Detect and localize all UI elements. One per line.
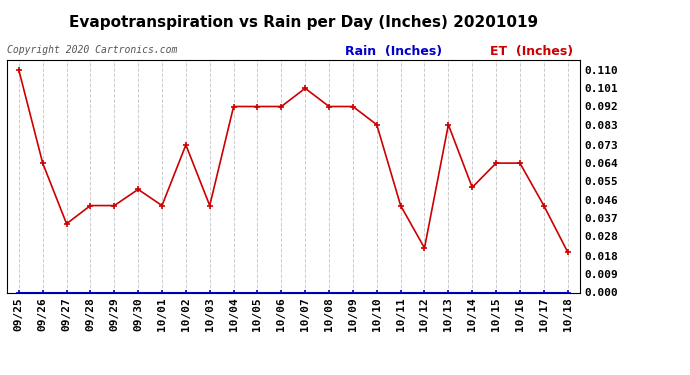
Text: Evapotranspiration vs Rain per Day (Inches) 20201019: Evapotranspiration vs Rain per Day (Inch… [69, 15, 538, 30]
Text: Copyright 2020 Cartronics.com: Copyright 2020 Cartronics.com [7, 45, 177, 55]
Text: Rain  (Inches): Rain (Inches) [345, 45, 442, 58]
Text: ET  (Inches): ET (Inches) [490, 45, 573, 58]
